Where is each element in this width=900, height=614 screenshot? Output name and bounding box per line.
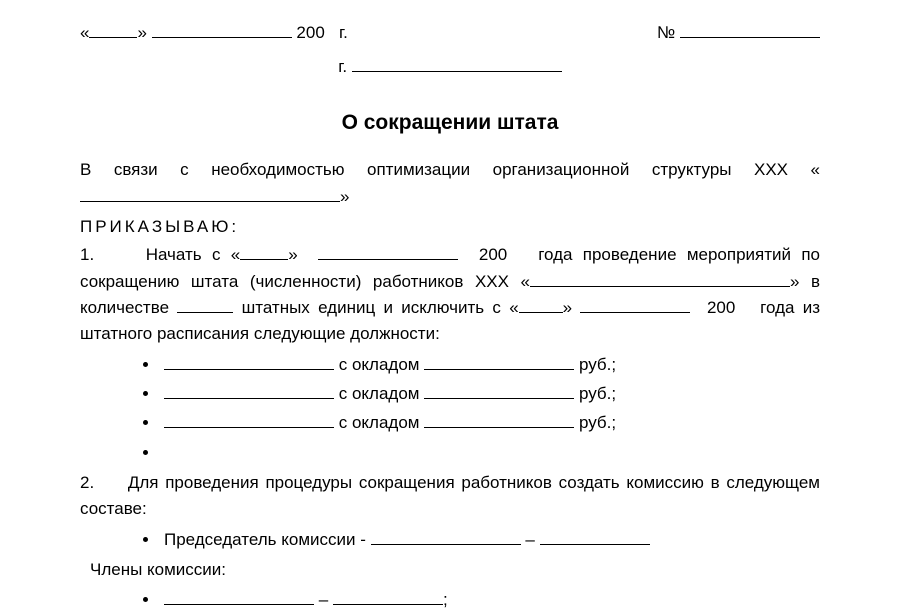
currency-label: руб.; — [579, 413, 616, 432]
chair-blank-1 — [371, 527, 521, 545]
number-block: № — [657, 20, 820, 46]
chair-label: Председатель комиссии - — [164, 530, 366, 549]
number-blank — [680, 20, 820, 38]
header-row: « » 200 г. № — [80, 20, 820, 46]
date-block: « » 200 г. — [80, 20, 348, 46]
year-suffix: г. — [339, 23, 348, 42]
position-blank — [164, 352, 334, 370]
member-blank-2 — [333, 587, 443, 605]
with-salary-label: с окладом — [339, 355, 420, 374]
item2-text: Для проведения процедуры сокращения рабо… — [80, 473, 820, 518]
city-prefix: г. — [338, 57, 347, 76]
with-salary-label: с окладом — [339, 384, 420, 403]
with-salary-label: с окладом — [339, 413, 420, 432]
day-blank — [89, 20, 137, 38]
chair-item: Председатель комиссии - – — [160, 527, 820, 553]
month-blank — [152, 20, 292, 38]
city-blank — [352, 54, 562, 72]
item-2: 2. Для проведения процедуры сокращения р… — [80, 470, 820, 523]
order-word: ПРИКАЗЫВАЮ: — [80, 214, 820, 240]
count-blank — [177, 295, 233, 313]
currency-label: руб.; — [579, 355, 616, 374]
city-row: г. — [80, 54, 820, 80]
item2-number: 2. — [80, 473, 94, 492]
position-item: с окладом руб.; — [160, 352, 820, 378]
intro-open-quote: « — [811, 160, 820, 179]
item1-t2: » — [288, 245, 297, 264]
position-item: с окладом руб.; — [160, 381, 820, 407]
item1-number: 1. — [80, 245, 94, 264]
number-label: № — [657, 23, 675, 42]
position-item-empty — [160, 440, 820, 466]
chair-list: Председатель комиссии - – — [80, 527, 820, 553]
currency-label: руб.; — [579, 384, 616, 403]
members-list: – ; — [80, 587, 820, 613]
intro-paragraph: В связи с необходимостью оптимизации орг… — [80, 157, 820, 210]
position-blank — [164, 410, 334, 428]
position-item: с окладом руб.; — [160, 410, 820, 436]
member-blank-1 — [164, 587, 314, 605]
document-page: « » 200 г. № г. О сокращении штата В связ… — [0, 0, 900, 600]
year-prefix: 200 — [296, 23, 324, 42]
position-blank — [164, 381, 334, 399]
date-open-quote: « — [80, 23, 89, 42]
org-blank-intro — [80, 184, 340, 202]
item1-t1: Начать с « — [146, 245, 241, 264]
positions-list: с окладом руб.; с окладом руб.; с окладо… — [80, 352, 820, 466]
salary-blank — [424, 410, 574, 428]
intro-text: В связи с необходимостью оптимизации орг… — [80, 160, 788, 179]
chair-blank-2 — [540, 527, 650, 545]
item1-t3: 200 — [479, 245, 507, 264]
item1-t7: » — [563, 298, 572, 317]
item1-day-blank — [240, 242, 288, 260]
excl-day-blank — [519, 295, 563, 313]
members-label: Члены комиссии: — [90, 557, 820, 583]
document-title: О сокращении штата — [80, 107, 820, 140]
member-item: – ; — [160, 587, 820, 613]
chair-dash: – — [525, 530, 534, 549]
intro-close-quote: » — [340, 187, 349, 206]
item-1: 1. Начать с «» 200 года проведение мероп… — [80, 242, 820, 347]
excl-month-blank — [580, 295, 690, 313]
date-close-quote: » — [137, 23, 146, 42]
salary-blank — [424, 352, 574, 370]
item1-org-blank — [530, 269, 790, 287]
item1-month-blank — [318, 242, 458, 260]
item1-t6: штатных единиц и исключить с « — [242, 298, 519, 317]
item1-t8: 200 — [707, 298, 735, 317]
salary-blank — [424, 381, 574, 399]
